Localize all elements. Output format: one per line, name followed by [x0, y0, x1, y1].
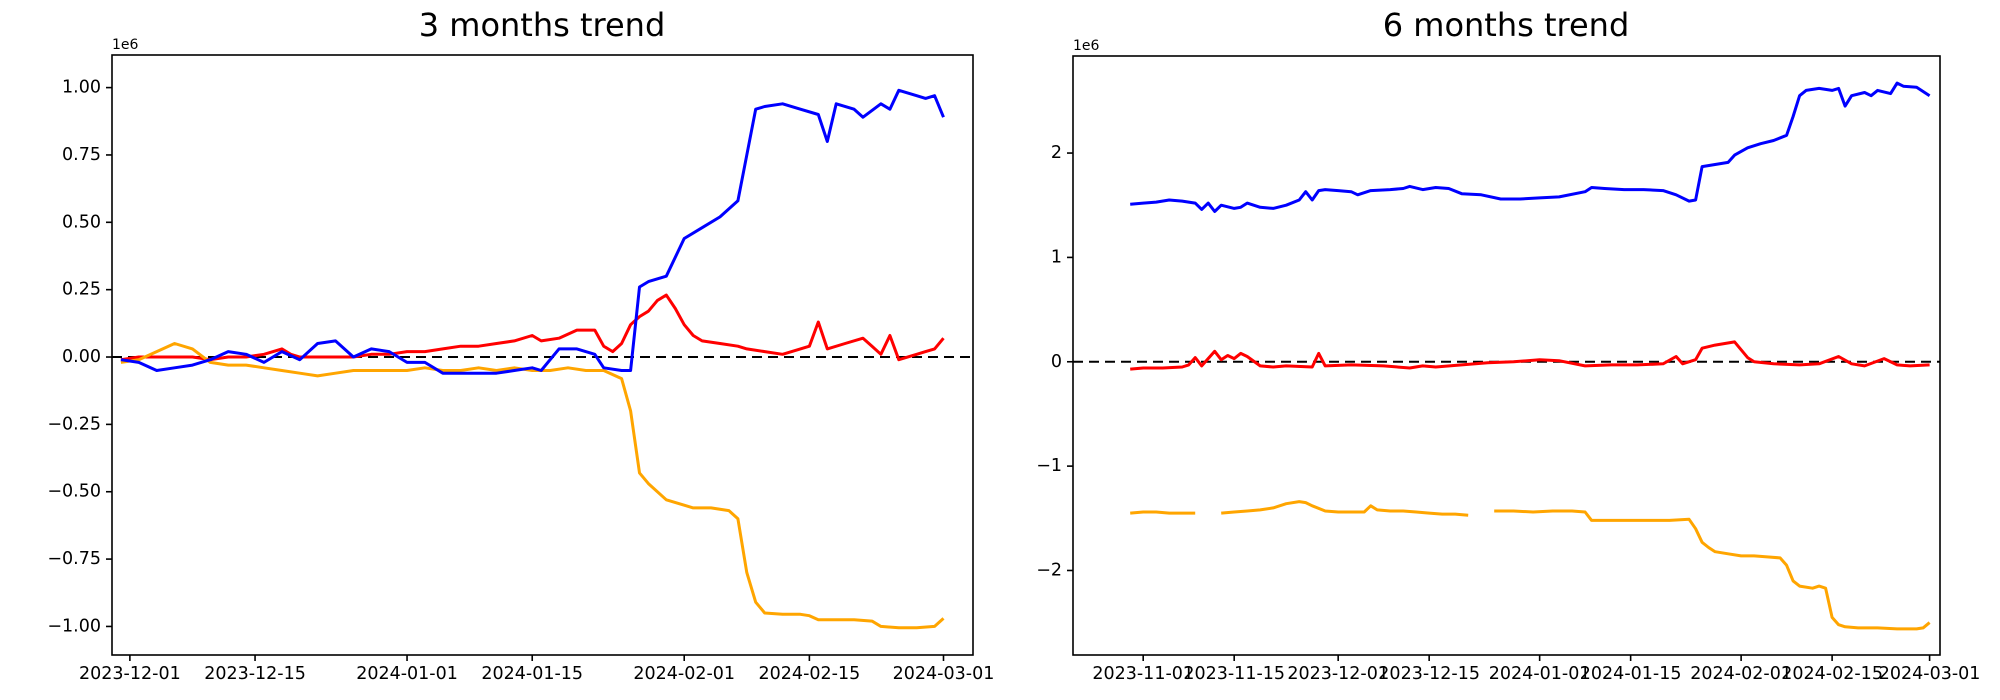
- y-tick-label: 0.75: [62, 145, 101, 165]
- x-tick-label: 2023-11-15: [1183, 664, 1285, 684]
- x-tick-label: 2024-03-01: [893, 664, 995, 684]
- y-tick-label: −1: [1036, 456, 1062, 476]
- x-tick-label: 2023-12-01: [1287, 664, 1389, 684]
- x-tick-label: 2024-02-15: [759, 664, 861, 684]
- x-tick-label: 2024-01-15: [1580, 664, 1682, 684]
- x-tick-label: 2024-01-01: [356, 664, 458, 684]
- chart-title-3-months: 3 months trend: [418, 6, 666, 44]
- x-tick-label: 2024-02-01: [1690, 664, 1792, 684]
- series-line-orange: [120, 342, 945, 630]
- x-tick-label: 2023-12-15: [1378, 664, 1480, 684]
- series-line-orange: [1221, 500, 1469, 517]
- series-line-red: [1130, 340, 1930, 371]
- y-axis-offset-label: 1e6: [1073, 38, 1100, 54]
- x-tick-label: 2024-03-01: [1879, 664, 1981, 684]
- y-tick-label: −0.50: [47, 482, 101, 502]
- x-tick-label: 2023-11-01: [1092, 664, 1194, 684]
- plot-border: [1072, 55, 1941, 656]
- y-tick-label: 0.25: [62, 280, 101, 300]
- y-tick-label: 2: [1051, 143, 1062, 163]
- y-tick-label: −0.75: [47, 549, 101, 569]
- x-tick-label: 2024-01-01: [1489, 664, 1591, 684]
- x-tick-label: 2023-12-15: [204, 664, 306, 684]
- y-tick-label: −0.25: [47, 414, 101, 434]
- series-line-blue: [120, 88, 945, 375]
- plot-border: [111, 54, 974, 656]
- y-tick-label: −2: [1036, 560, 1062, 580]
- y-axis-offset-label: 1e6: [112, 37, 139, 53]
- x-tick-label: 2023-12-01: [79, 664, 181, 684]
- series-line-red: [120, 293, 945, 362]
- x-tick-label: 2024-01-15: [481, 664, 583, 684]
- y-tick-label: 0: [1051, 352, 1062, 372]
- series-line-orange: [1494, 509, 1931, 631]
- y-tick-label: 0.00: [62, 347, 101, 367]
- x-tick-label: 2024-02-15: [1781, 664, 1883, 684]
- series-line-orange: [1130, 510, 1196, 515]
- y-tick-label: 0.50: [62, 212, 101, 232]
- y-tick-label: 1.00: [62, 78, 101, 98]
- series-line-blue: [1130, 81, 1931, 213]
- y-tick-label: 1: [1051, 247, 1062, 267]
- y-tick-label: −1.00: [47, 616, 101, 636]
- chart-title-6-months: 6 months trend: [1382, 6, 1630, 44]
- x-tick-label: 2024-02-01: [633, 664, 735, 684]
